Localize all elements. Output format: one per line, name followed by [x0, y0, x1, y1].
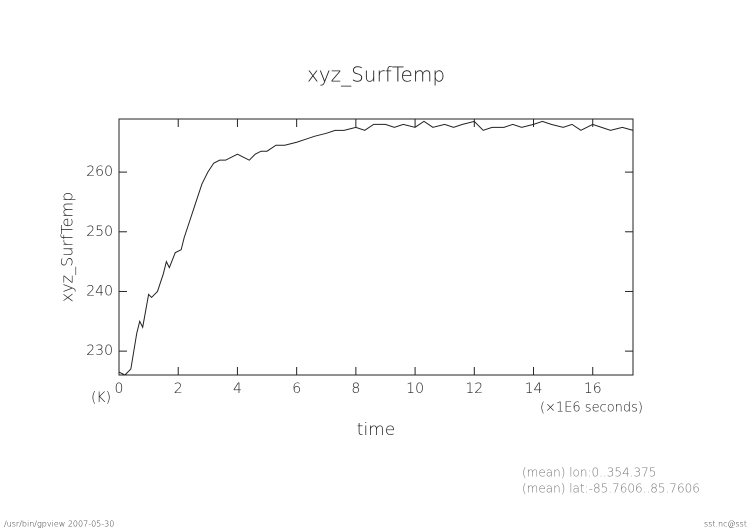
y-tick-label: 260: [86, 164, 113, 180]
y-tick-label: 250: [86, 224, 113, 240]
data-line: [118, 120, 634, 376]
annotation: (mean) lat:-85.7606..85.7606: [522, 482, 700, 496]
x-tick-label: 0: [115, 381, 124, 397]
x-tick-label: 6: [292, 381, 301, 397]
x-tick-label: 16: [584, 381, 602, 397]
x-tick-label: 2: [174, 381, 183, 397]
y-unit: (K): [91, 390, 111, 406]
x-axis-label: time: [357, 420, 395, 440]
x-unit: (×1E6 seconds): [540, 401, 643, 416]
plot-frame: [118, 118, 634, 376]
footer: sst.nc@sst: [704, 520, 747, 529]
x-tick-label: 14: [525, 381, 543, 397]
y-tick-label: 240: [86, 283, 113, 299]
x-tick-label: 10: [406, 381, 424, 397]
x-tick-label: 12: [465, 381, 483, 397]
x-tick-label: 4: [233, 381, 242, 397]
y-tick-label: 230: [86, 343, 113, 359]
y-axis-label: xyz_SurfTemp: [58, 192, 77, 302]
chart-title: xyz_SurfTemp: [307, 63, 445, 87]
annotation: (mean) lon:0..354.375: [522, 466, 656, 480]
x-tick-label: 8: [351, 381, 360, 397]
footer: /usr/bin/gpview 2007-05-30: [4, 520, 114, 529]
